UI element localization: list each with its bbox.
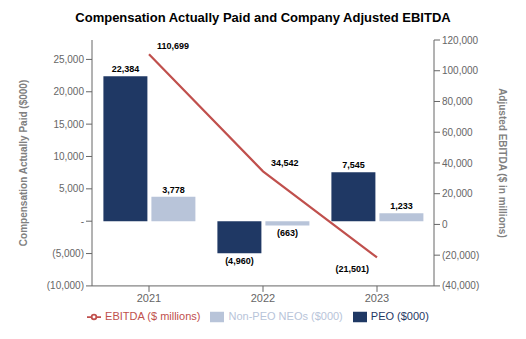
svg-text:100,000: 100,000 [442,65,479,76]
svg-text:Adjusted EBITDA ($ in millions: Adjusted EBITDA ($ in millions) [497,88,508,238]
svg-text:2021: 2021 [137,292,161,304]
svg-text:22,384: 22,384 [112,64,140,74]
svg-text:25,000: 25,000 [53,54,84,65]
svg-text:110,699: 110,699 [157,41,189,51]
svg-text:(10,000): (10,000) [47,280,84,291]
svg-text:(20,000): (20,000) [442,250,479,261]
svg-text:(4,960): (4,960) [225,256,254,266]
svg-text:0: 0 [442,219,448,230]
svg-text:(40,000): (40,000) [442,280,479,291]
svg-text:60,000: 60,000 [442,127,473,138]
svg-text:40,000: 40,000 [442,158,473,169]
svg-text:1,233: 1,233 [390,201,413,211]
svg-text:80,000: 80,000 [442,96,473,107]
svg-text:3,778: 3,778 [162,185,185,195]
svg-text:5,000: 5,000 [59,183,84,194]
svg-text:2022: 2022 [251,292,275,304]
html-text:EBITDA ($ millions): EBITDA ($ millions) [105,309,201,322]
svg-text:-: - [81,216,84,227]
html-text:Non-PEO NEOs ($000): Non-PEO NEOs ($000) [228,309,343,322]
svg-text:20,000: 20,000 [53,86,84,97]
svg-text:(21,501): (21,501) [335,264,369,274]
svg-text:120,000: 120,000 [442,35,479,46]
svg-text:Compensation Actually Paid ($0: Compensation Actually Paid ($000) [18,80,29,246]
svg-text:34,542: 34,542 [271,158,299,168]
svg-text:2023: 2023 [365,292,389,304]
svg-text:10,000: 10,000 [53,151,84,162]
html-text:PEO ($000): PEO ($000) [370,309,429,322]
svg-text:7,545: 7,545 [342,160,365,170]
svg-text:(663): (663) [277,228,298,238]
svg-text:(5,000): (5,000) [52,248,84,259]
svg-text:20,000: 20,000 [442,188,473,199]
html-text:Compensation Actually Paid and: Compensation Actually Paid and Company A… [75,10,451,25]
svg-text:15,000: 15,000 [53,119,84,130]
